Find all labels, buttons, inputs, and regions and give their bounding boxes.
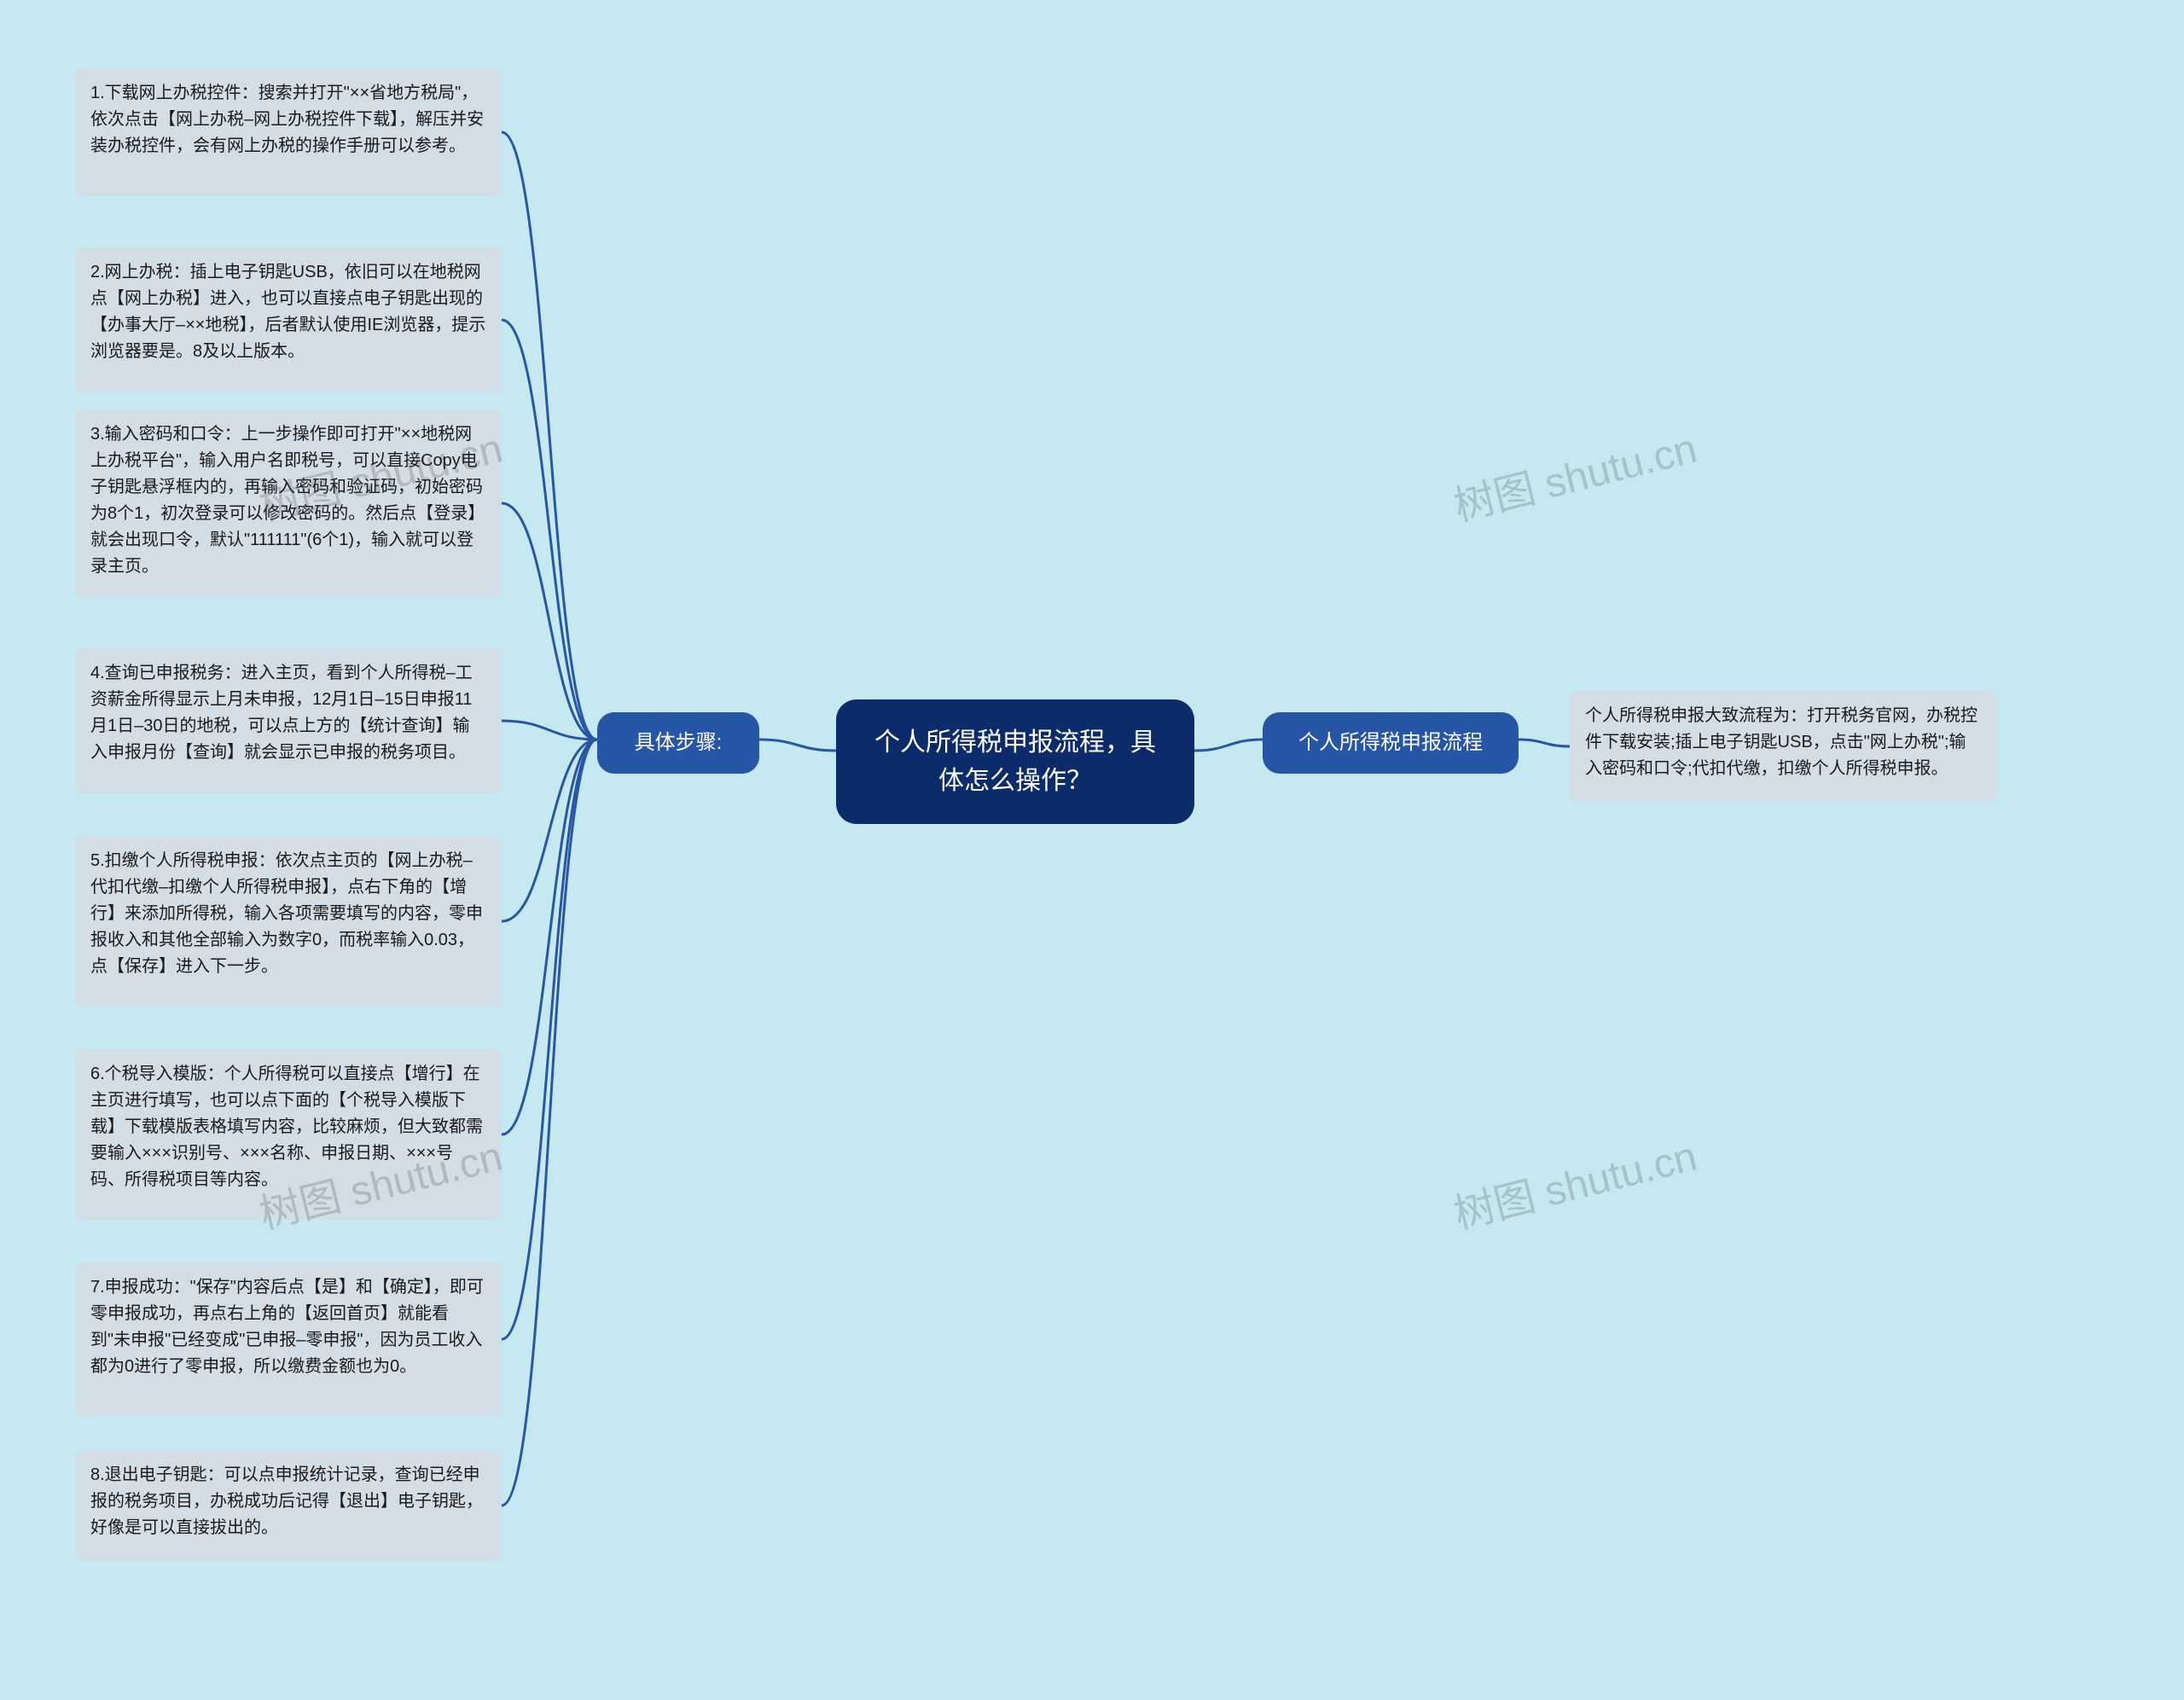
leaf-left-7: 7.申报成功："保存"内容后点【是】和【确定】，即可零申报成功，再点右上角的【返… <box>75 1262 502 1416</box>
leaf-right: 个人所得税申报大致流程为：打开税务官网，办税控件下载安装;插上电子钥匙USB，点… <box>1570 691 1996 802</box>
center-node: 个人所得税申报流程，具体怎么操作？ <box>836 699 1194 824</box>
level1-right: 个人所得税申报流程 <box>1263 712 1519 774</box>
leaf-left-6: 6.个税导入模版：个人所得税可以直接点【增行】在主页进行填写，也可以点下面的【个… <box>75 1049 502 1220</box>
level1-left: 具体步骤: <box>597 712 759 774</box>
leaf-left-1: 1.下载网上办税控件：搜索并打开"××省地方税局"，依次点击【网上办税–网上办税… <box>75 68 502 196</box>
leaf-left-5: 5.扣缴个人所得税申报：依次点主页的【网上办税–代扣代缴–扣缴个人所得税申报】，… <box>75 836 502 1007</box>
leaf-right-text: 个人所得税申报大致流程为：打开税务官网，办税控件下载安装;插上电子钥匙USB，点… <box>1585 703 1981 782</box>
leaf-left-3: 3.输入密码和口令：上一步操作即可打开"××地税网上办税平台"，输入用户名即税号… <box>75 409 502 597</box>
center-title: 个人所得税申报流程，具体怎么操作？ <box>867 723 1164 800</box>
leaf-left-8: 8.退出电子钥匙：可以点申报统计记录，查询已经申报的税务项目，办税成功后记得【退… <box>75 1450 502 1561</box>
watermark-3: 树图 shutu.cn <box>1447 415 1702 532</box>
level1-left-label: 具体步骤: <box>635 728 723 758</box>
level1-right-label: 个人所得税申报流程 <box>1298 728 1483 758</box>
leaf-left-2: 2.网上办税：插上电子钥匙USB，依旧可以在地税网点【网上办税】进入，也可以直接… <box>75 247 502 392</box>
leaf-left-4: 4.查询已申报税务：进入主页，看到个人所得税–工资薪金所得显示上月未申报，12月… <box>75 648 502 793</box>
watermark-4: 树图 shutu.cn <box>1447 1123 1702 1240</box>
